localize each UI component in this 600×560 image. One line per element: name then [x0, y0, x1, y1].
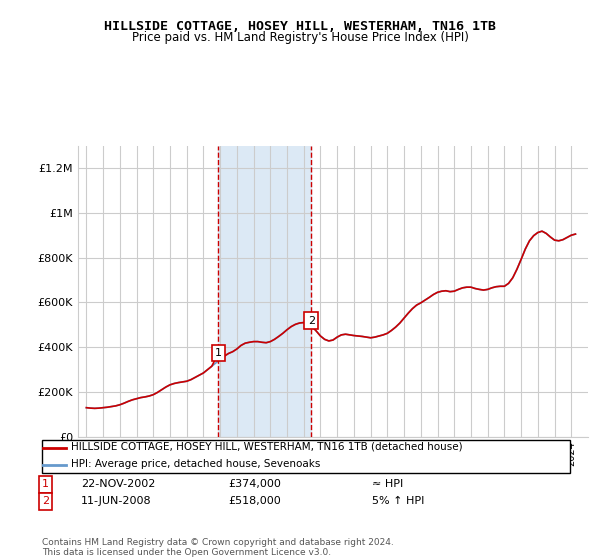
Text: ≈ HPI: ≈ HPI [372, 479, 403, 489]
Text: HILLSIDE COTTAGE, HOSEY HILL, WESTERHAM, TN16 1TB: HILLSIDE COTTAGE, HOSEY HILL, WESTERHAM,… [104, 20, 496, 32]
Text: 2: 2 [308, 316, 315, 326]
Text: 2: 2 [42, 496, 49, 506]
Text: £518,000: £518,000 [228, 496, 281, 506]
Text: 1: 1 [42, 479, 49, 489]
Text: HILLSIDE COTTAGE, HOSEY HILL, WESTERHAM, TN16 1TB (detached house): HILLSIDE COTTAGE, HOSEY HILL, WESTERHAM,… [71, 442, 463, 452]
Text: HPI: Average price, detached house, Sevenoaks: HPI: Average price, detached house, Seve… [71, 459, 320, 469]
Text: 22-NOV-2002: 22-NOV-2002 [81, 479, 155, 489]
Text: 5% ↑ HPI: 5% ↑ HPI [372, 496, 424, 506]
Text: Price paid vs. HM Land Registry's House Price Index (HPI): Price paid vs. HM Land Registry's House … [131, 31, 469, 44]
Text: Contains HM Land Registry data © Crown copyright and database right 2024.
This d: Contains HM Land Registry data © Crown c… [42, 538, 394, 557]
Text: 1: 1 [215, 348, 222, 358]
Text: £374,000: £374,000 [228, 479, 281, 489]
Text: 11-JUN-2008: 11-JUN-2008 [81, 496, 152, 506]
Bar [218, 146, 311, 437]
FancyBboxPatch shape [42, 440, 570, 473]
